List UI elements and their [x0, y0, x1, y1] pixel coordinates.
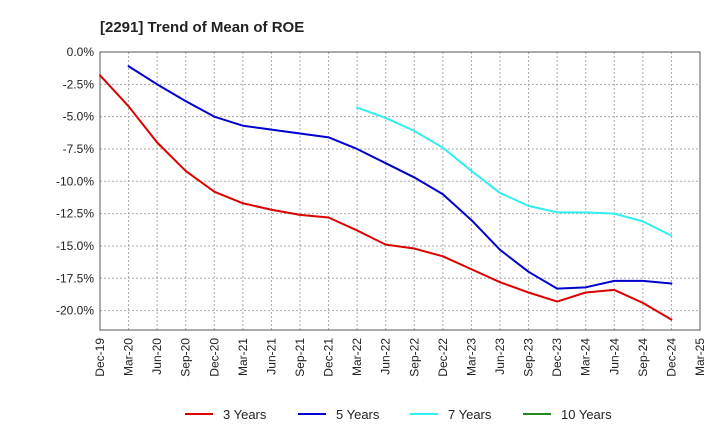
x-tick-label: Sep-20 [179, 338, 193, 377]
series-group [99, 65, 673, 321]
series-line-3-years [99, 74, 673, 321]
x-tick-label: Jun-24 [607, 338, 621, 375]
y-tick-label: -5.0% [63, 110, 95, 124]
legend-label: 5 Years [336, 407, 380, 422]
grid [100, 52, 700, 330]
x-tick-label: Dec-19 [93, 338, 107, 377]
legend-label: 7 Years [448, 407, 492, 422]
x-tick-label: Mar-25 [693, 338, 707, 376]
x-tick-label: Mar-24 [579, 338, 593, 376]
x-tick-label: Mar-22 [350, 338, 364, 376]
y-tick-label: -7.5% [63, 142, 95, 156]
x-tick-label: Jun-23 [493, 338, 507, 375]
series-line-7-years [356, 106, 673, 237]
x-tick-label: Dec-24 [664, 338, 678, 377]
series-line-5-years [127, 65, 673, 290]
x-tick-label: Sep-23 [522, 338, 536, 377]
legend-label: 10 Years [561, 407, 612, 422]
x-tick-label: Dec-23 [550, 338, 564, 377]
y-tick-label: -15.0% [56, 239, 94, 253]
legend-label: 3 Years [223, 407, 267, 422]
x-tick-label: Sep-21 [293, 338, 307, 377]
chart-title: [2291] Trend of Mean of ROE [100, 19, 304, 36]
y-tick-label: -2.5% [63, 77, 95, 91]
x-tick-label: Mar-21 [236, 338, 250, 376]
x-tick-label: Sep-24 [636, 338, 650, 377]
y-tick-label: 0.0% [67, 45, 95, 59]
x-tick-label: Jun-21 [264, 338, 278, 375]
x-tick-label: Jun-22 [379, 338, 393, 375]
x-tick-label: Mar-23 [464, 338, 478, 376]
x-tick-label: Sep-22 [407, 338, 421, 377]
x-tick-label: Mar-20 [122, 338, 136, 376]
legend: 3 Years 5 Years 7 Years 10 Years [185, 407, 612, 422]
y-tick-label: -10.0% [56, 174, 94, 188]
y-tick-label: -17.5% [56, 271, 94, 285]
y-tick-label: -20.0% [56, 304, 94, 318]
plot-frame [99, 51, 701, 331]
y-tick-label: -12.5% [56, 207, 94, 221]
x-tick-label: Dec-21 [322, 338, 336, 377]
x-tick-label: Dec-20 [207, 338, 221, 377]
axes: 0.0% -2.5% -5.0% -7.5% -10.0% -12.5% -15.0% -17… [56, 45, 707, 377]
x-tick-label: Dec-22 [436, 338, 450, 377]
x-tick-label: Jun-20 [150, 338, 164, 375]
